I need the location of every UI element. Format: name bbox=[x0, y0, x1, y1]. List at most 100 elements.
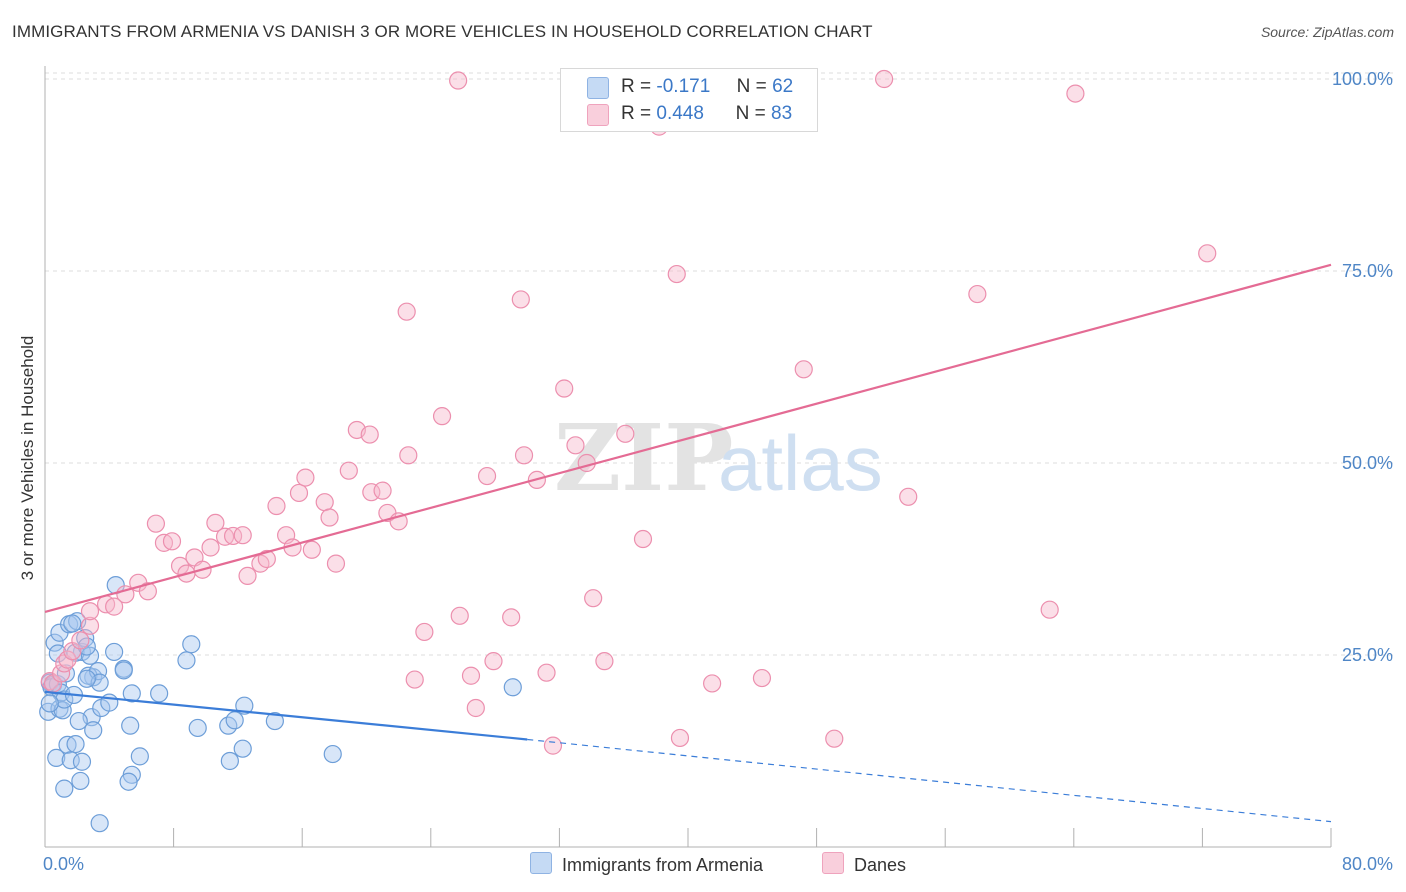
danes-point bbox=[257, 549, 276, 569]
armenia-point bbox=[40, 694, 59, 713]
armenia-point bbox=[45, 633, 64, 652]
danes-n-value: 83 bbox=[771, 103, 793, 124]
armenia-point bbox=[47, 748, 66, 768]
armenia-point bbox=[121, 716, 140, 735]
danes-point bbox=[1066, 84, 1085, 103]
armenia-point bbox=[55, 690, 74, 709]
y-tick-label: 75.0% bbox=[1342, 261, 1393, 281]
danes-point bbox=[1198, 244, 1217, 263]
danes-point bbox=[566, 436, 585, 455]
armenia-point bbox=[90, 814, 109, 833]
x-tick-label: 0.0% bbox=[43, 854, 84, 874]
armenia-point bbox=[119, 772, 138, 791]
danes-point bbox=[405, 670, 424, 689]
danes-point bbox=[223, 526, 243, 546]
y-tick-label: 100.0% bbox=[1332, 69, 1393, 89]
danes-point bbox=[595, 652, 614, 671]
watermark-atlas: atlas bbox=[718, 419, 883, 507]
danes-point bbox=[289, 483, 309, 503]
armenia-point bbox=[114, 661, 133, 680]
armenia-point bbox=[235, 696, 254, 715]
danes-point bbox=[703, 674, 722, 693]
danes-point bbox=[461, 666, 481, 685]
danes-point bbox=[752, 668, 772, 688]
legend-item-armenia: Immigrants from Armenia bbox=[530, 852, 763, 878]
armenia-point bbox=[105, 642, 124, 662]
legend-item-danes: Danes bbox=[822, 852, 906, 878]
danes-point bbox=[466, 698, 485, 718]
danes-r-value: 0.448 bbox=[656, 103, 704, 124]
danes-point bbox=[633, 529, 653, 549]
armenia-point bbox=[71, 771, 90, 791]
armenia-point bbox=[188, 718, 207, 738]
danes-point bbox=[339, 461, 358, 480]
danes-point bbox=[105, 597, 124, 616]
legend-danes-swatch bbox=[822, 852, 844, 874]
armenia-point bbox=[66, 734, 85, 754]
danes-point bbox=[514, 446, 534, 465]
danes-point bbox=[899, 487, 918, 506]
danes-point bbox=[146, 514, 166, 533]
danes-point bbox=[267, 496, 286, 516]
danes-point bbox=[511, 290, 530, 309]
armenia-r-value: -0.171 bbox=[656, 76, 711, 97]
danes-point bbox=[399, 446, 418, 465]
danes-point bbox=[477, 466, 497, 486]
danes-point bbox=[315, 493, 334, 512]
chart-title: IMMIGRANTS FROM ARMENIA VS DANISH 3 OR M… bbox=[12, 22, 873, 41]
armenia-trendline-projection bbox=[527, 738, 1332, 823]
armenia-point bbox=[48, 644, 67, 663]
armenia-point bbox=[69, 711, 88, 731]
armenia-point bbox=[225, 711, 244, 730]
armenia-r-label: R = bbox=[621, 76, 652, 97]
danes-point bbox=[206, 513, 225, 533]
danes-point bbox=[80, 602, 100, 621]
legend-armenia-label: Immigrants from Armenia bbox=[562, 855, 764, 875]
danes-point bbox=[397, 302, 416, 321]
danes-point bbox=[543, 736, 563, 755]
danes-n-label: N = bbox=[735, 103, 766, 124]
watermark-zip: ZIP bbox=[554, 404, 733, 512]
armenia-n-label: N = bbox=[736, 76, 767, 97]
trendlines bbox=[44, 263, 1332, 823]
armenia-point bbox=[177, 651, 196, 670]
danes-point bbox=[138, 582, 157, 601]
danes-point bbox=[302, 540, 321, 559]
danes-point bbox=[71, 631, 90, 650]
legend-danes-label: Danes bbox=[854, 855, 907, 875]
armenia-point bbox=[233, 739, 252, 758]
danes-point bbox=[667, 264, 686, 284]
armenia-point bbox=[503, 678, 522, 697]
x-tick-label: 80.0% bbox=[1342, 854, 1393, 874]
armenia-point bbox=[55, 779, 74, 798]
danes-point bbox=[577, 453, 596, 473]
armenia-point bbox=[150, 684, 169, 703]
armenia-point bbox=[72, 752, 92, 771]
armenia-point bbox=[84, 721, 103, 740]
danes-stats: R = 0.448 N = 83 bbox=[621, 103, 792, 125]
danes-point bbox=[373, 481, 392, 500]
axes bbox=[44, 66, 1332, 848]
zipatlas-watermark: ZIP atlas bbox=[554, 404, 883, 512]
danes-trendline bbox=[44, 263, 1332, 614]
armenia-point bbox=[79, 666, 98, 685]
armenia-point bbox=[265, 711, 284, 731]
armenia-point bbox=[63, 614, 82, 633]
danes-point bbox=[584, 589, 603, 608]
legend-armenia-swatch bbox=[530, 852, 552, 874]
armenia-n-value: 62 bbox=[772, 76, 794, 97]
armenia-stats: R = -0.171 N = 62 bbox=[621, 76, 793, 98]
danes-point bbox=[825, 729, 844, 748]
y-tick-label: 25.0% bbox=[1342, 645, 1393, 665]
danes-point bbox=[537, 663, 556, 682]
tick-labels: 25.0% 50.0% 75.0% 100.0% 0.0% 80.0% bbox=[43, 69, 1393, 874]
series-armenia-points bbox=[39, 576, 522, 833]
danes-swatch bbox=[587, 104, 609, 126]
danes-point bbox=[450, 606, 469, 625]
armenia-trendline bbox=[44, 690, 528, 741]
danes-point bbox=[360, 425, 379, 444]
danes-point bbox=[238, 566, 257, 585]
chart-source: Source: ZipAtlas.com bbox=[1260, 24, 1394, 40]
danes-point bbox=[432, 407, 452, 426]
